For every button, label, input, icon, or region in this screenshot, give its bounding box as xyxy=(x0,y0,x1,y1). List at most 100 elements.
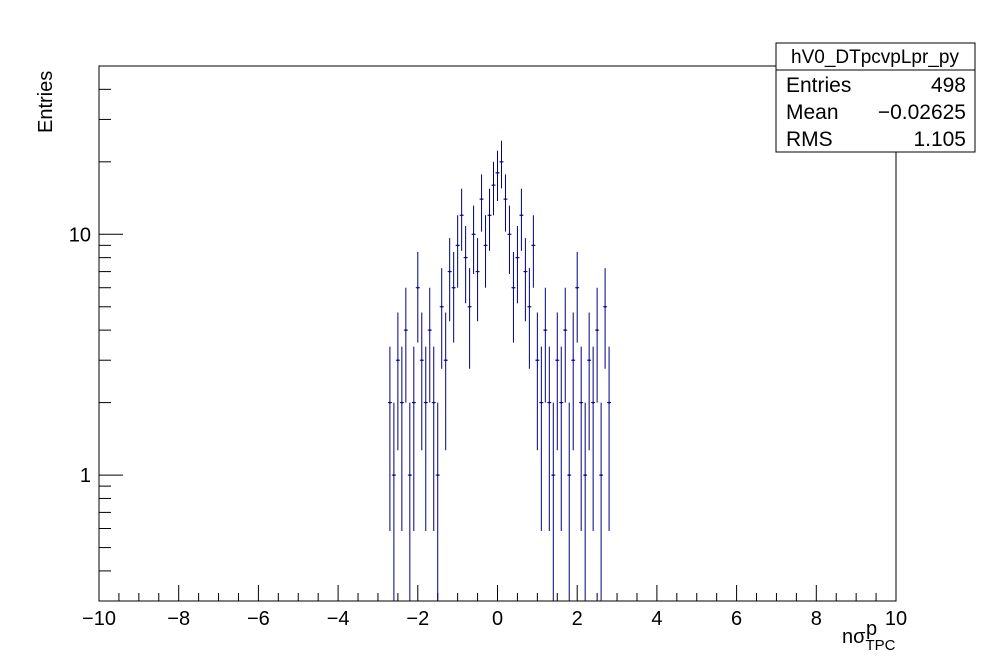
data-point xyxy=(391,402,396,601)
x-axis-ticks xyxy=(98,585,897,601)
data-point xyxy=(487,188,492,251)
data-point xyxy=(443,312,448,451)
point-marker xyxy=(440,305,443,308)
data-point xyxy=(459,188,464,251)
data-point xyxy=(407,402,412,601)
point-marker xyxy=(500,160,503,163)
y-axis-ticks xyxy=(99,65,123,602)
point-marker xyxy=(608,401,611,404)
point-marker xyxy=(572,359,575,362)
point-marker xyxy=(416,286,419,289)
x-tick-label: −4 xyxy=(327,608,350,630)
data-point xyxy=(423,346,428,532)
point-marker xyxy=(596,329,599,332)
data-point xyxy=(467,268,472,369)
data-point xyxy=(591,346,596,532)
point-marker xyxy=(396,359,399,362)
point-marker xyxy=(444,359,447,362)
x-tick-label: −8 xyxy=(167,608,190,630)
x-tick-label: 4 xyxy=(651,608,662,630)
point-marker xyxy=(524,270,527,273)
stats-value-rms: 1.105 xyxy=(913,128,966,151)
point-marker xyxy=(592,401,595,404)
data-point xyxy=(447,238,452,322)
x-axis-title-main: nσ xyxy=(842,626,866,648)
point-marker xyxy=(428,329,431,332)
point-marker xyxy=(536,359,539,362)
data-point xyxy=(503,174,508,232)
point-marker xyxy=(532,244,535,247)
point-marker xyxy=(552,474,555,477)
y-axis-tick-labels: 1 10 xyxy=(69,224,91,487)
data-point xyxy=(511,251,516,343)
point-marker xyxy=(452,286,455,289)
point-marker xyxy=(472,233,475,236)
y-axis-title: Entries xyxy=(35,71,57,133)
data-point xyxy=(415,251,420,343)
data-point xyxy=(575,251,580,343)
x-tick-label: 6 xyxy=(731,608,742,630)
point-marker xyxy=(584,474,587,477)
stats-box: hV0_DTpcvpLpr_py Entries 498 Mean −0.026… xyxy=(775,42,976,153)
data-point xyxy=(471,205,476,275)
point-marker xyxy=(424,401,427,404)
data-point xyxy=(427,287,432,403)
data-point xyxy=(439,268,444,369)
x-axis-tick-labels: −10 −8 −6 −4 −2 0 2 4 6 8 10 xyxy=(82,608,907,630)
point-marker xyxy=(488,214,491,217)
stats-label-entries: Entries xyxy=(786,74,851,97)
x-tick-label: 8 xyxy=(811,608,822,630)
data-point xyxy=(539,346,544,532)
point-marker xyxy=(556,359,559,362)
data-point xyxy=(527,268,532,369)
point-marker xyxy=(504,198,507,201)
point-marker xyxy=(468,305,471,308)
point-marker xyxy=(432,401,435,404)
data-point xyxy=(519,188,524,251)
y-tick-label: 10 xyxy=(69,224,91,246)
x-tick-label: −10 xyxy=(82,608,116,630)
point-marker xyxy=(464,256,467,259)
point-marker xyxy=(564,329,567,332)
point-marker xyxy=(460,214,463,217)
point-marker xyxy=(408,474,411,477)
point-marker xyxy=(480,198,483,201)
data-point xyxy=(523,238,528,322)
point-marker xyxy=(508,233,511,236)
data-point xyxy=(547,346,552,532)
data-point xyxy=(567,402,572,601)
data-point xyxy=(387,346,392,532)
data-point xyxy=(603,268,608,369)
point-marker xyxy=(476,270,479,273)
point-marker xyxy=(580,401,583,404)
stats-value-entries: 498 xyxy=(931,74,966,97)
point-marker xyxy=(588,359,591,362)
data-point xyxy=(483,215,488,288)
data-point xyxy=(551,402,556,601)
data-point xyxy=(535,312,540,451)
data-point xyxy=(395,312,400,451)
point-marker xyxy=(388,401,391,404)
stats-value-mean: −0.02625 xyxy=(878,101,966,124)
data-point xyxy=(579,346,584,532)
data-point xyxy=(475,238,480,322)
data-point xyxy=(595,287,600,403)
data-point xyxy=(599,402,604,601)
stats-box-frame xyxy=(775,42,976,153)
point-marker xyxy=(560,401,563,404)
x-axis-title: nσTPC xyxy=(842,626,896,654)
data-point xyxy=(583,402,588,601)
data-point xyxy=(531,215,536,288)
point-marker xyxy=(512,286,515,289)
point-marker xyxy=(412,401,415,404)
data-point xyxy=(399,346,404,532)
point-marker xyxy=(456,244,459,247)
point-marker xyxy=(436,474,439,477)
data-point xyxy=(451,251,456,343)
x-axis-title-sup: p xyxy=(866,618,877,640)
point-marker xyxy=(516,256,519,259)
data-point xyxy=(555,312,560,451)
x-axis-title-sub: TPC xyxy=(865,637,895,654)
x-tick-label: 0 xyxy=(492,608,503,630)
